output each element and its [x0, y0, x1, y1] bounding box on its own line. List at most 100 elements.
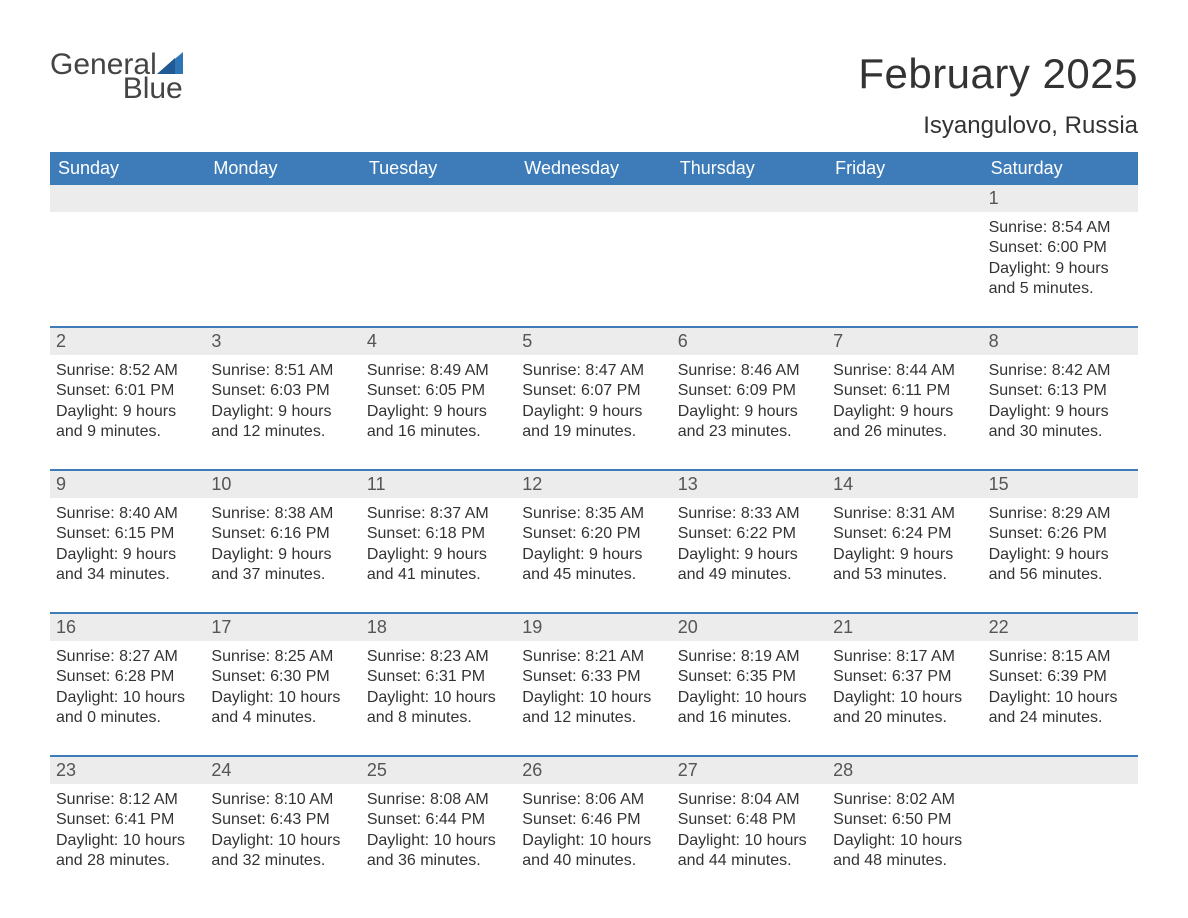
sunrise-line: Sunrise: 8:37 AM: [367, 504, 510, 524]
sunrise-line: Sunrise: 8:06 AM: [522, 790, 665, 810]
day-cell: Sunrise: 8:49 AMSunset: 6:05 PMDaylight:…: [361, 355, 516, 451]
day-number: 12: [516, 471, 671, 498]
sunset-line: Sunset: 6:48 PM: [678, 810, 821, 830]
weekday-cell: Friday: [827, 152, 982, 185]
day-cell: [516, 212, 671, 308]
day-number: [361, 185, 516, 212]
sunset-line: Sunset: 6:13 PM: [989, 381, 1132, 401]
daylight-line: Daylight: 9 hours and 56 minutes.: [989, 545, 1132, 586]
daylight-line: Daylight: 10 hours and 28 minutes.: [56, 831, 199, 872]
sunrise-line: Sunrise: 8:27 AM: [56, 647, 199, 667]
day-cell: Sunrise: 8:08 AMSunset: 6:44 PMDaylight:…: [361, 784, 516, 880]
day-number: 5: [516, 328, 671, 355]
day-number: [516, 185, 671, 212]
daylight-line: Daylight: 10 hours and 16 minutes.: [678, 688, 821, 729]
daylight-line: Daylight: 10 hours and 32 minutes.: [211, 831, 354, 872]
day-number: 13: [672, 471, 827, 498]
weekday-cell: Saturday: [983, 152, 1138, 185]
sunset-line: Sunset: 6:33 PM: [522, 667, 665, 687]
day-cell: [205, 212, 360, 308]
day-number: 28: [827, 757, 982, 784]
day-number: 27: [672, 757, 827, 784]
sunrise-line: Sunrise: 8:21 AM: [522, 647, 665, 667]
day-number: 6: [672, 328, 827, 355]
day-cell: Sunrise: 8:44 AMSunset: 6:11 PMDaylight:…: [827, 355, 982, 451]
day-cell: [827, 212, 982, 308]
day-cell: [50, 212, 205, 308]
sunset-line: Sunset: 6:35 PM: [678, 667, 821, 687]
daylight-line: Daylight: 9 hours and 12 minutes.: [211, 402, 354, 443]
daylight-line: Daylight: 9 hours and 9 minutes.: [56, 402, 199, 443]
day-number: 1: [983, 185, 1138, 212]
day-number: 8: [983, 328, 1138, 355]
day-cell: Sunrise: 8:51 AMSunset: 6:03 PMDaylight:…: [205, 355, 360, 451]
daylight-line: Daylight: 10 hours and 0 minutes.: [56, 688, 199, 729]
sunrise-line: Sunrise: 8:23 AM: [367, 647, 510, 667]
day-number: 9: [50, 471, 205, 498]
day-cell: Sunrise: 8:40 AMSunset: 6:15 PMDaylight:…: [50, 498, 205, 594]
title-block: February 2025 Isyangulovo, Russia: [858, 50, 1138, 140]
day-cell: Sunrise: 8:52 AMSunset: 6:01 PMDaylight:…: [50, 355, 205, 451]
sunrise-line: Sunrise: 8:19 AM: [678, 647, 821, 667]
daynum-band: 1: [50, 185, 1138, 212]
calendar-week: 1Sunrise: 8:54 AMSunset: 6:00 PMDaylight…: [50, 185, 1138, 308]
day-number: 17: [205, 614, 360, 641]
sunrise-line: Sunrise: 8:44 AM: [833, 361, 976, 381]
calendar: SundayMondayTuesdayWednesdayThursdayFrid…: [50, 152, 1138, 880]
sunset-line: Sunset: 6:18 PM: [367, 524, 510, 544]
sunrise-line: Sunrise: 8:17 AM: [833, 647, 976, 667]
daylight-line: Daylight: 9 hours and 45 minutes.: [522, 545, 665, 586]
daylight-line: Daylight: 10 hours and 20 minutes.: [833, 688, 976, 729]
location-label: Isyangulovo, Russia: [858, 112, 1138, 140]
sunset-line: Sunset: 6:31 PM: [367, 667, 510, 687]
weeks-container: 1Sunrise: 8:54 AMSunset: 6:00 PMDaylight…: [50, 185, 1138, 880]
daynum-band: 9101112131415: [50, 471, 1138, 498]
daylight-line: Daylight: 9 hours and 5 minutes.: [989, 259, 1132, 300]
daylight-line: Daylight: 9 hours and 23 minutes.: [678, 402, 821, 443]
sunrise-line: Sunrise: 8:49 AM: [367, 361, 510, 381]
day-cell: Sunrise: 8:46 AMSunset: 6:09 PMDaylight:…: [672, 355, 827, 451]
sunrise-line: Sunrise: 8:31 AM: [833, 504, 976, 524]
sunset-line: Sunset: 6:44 PM: [367, 810, 510, 830]
day-cell: Sunrise: 8:38 AMSunset: 6:16 PMDaylight:…: [205, 498, 360, 594]
day-cell: Sunrise: 8:54 AMSunset: 6:00 PMDaylight:…: [983, 212, 1138, 308]
day-cell: [672, 212, 827, 308]
sunrise-line: Sunrise: 8:46 AM: [678, 361, 821, 381]
calendar-week: 16171819202122Sunrise: 8:27 AMSunset: 6:…: [50, 612, 1138, 737]
sunrise-line: Sunrise: 8:29 AM: [989, 504, 1132, 524]
day-cell: Sunrise: 8:25 AMSunset: 6:30 PMDaylight:…: [205, 641, 360, 737]
month-title: February 2025: [858, 50, 1138, 98]
day-number: 3: [205, 328, 360, 355]
sunset-line: Sunset: 6:05 PM: [367, 381, 510, 401]
daynum-band: 232425262728: [50, 757, 1138, 784]
sunset-line: Sunset: 6:00 PM: [989, 238, 1132, 258]
daylight-line: Daylight: 10 hours and 4 minutes.: [211, 688, 354, 729]
day-cell: Sunrise: 8:12 AMSunset: 6:41 PMDaylight:…: [50, 784, 205, 880]
sunrise-line: Sunrise: 8:42 AM: [989, 361, 1132, 381]
day-number: 4: [361, 328, 516, 355]
daylight-line: Daylight: 10 hours and 24 minutes.: [989, 688, 1132, 729]
day-number: 24: [205, 757, 360, 784]
day-number: 2: [50, 328, 205, 355]
day-cell: Sunrise: 8:29 AMSunset: 6:26 PMDaylight:…: [983, 498, 1138, 594]
sunset-line: Sunset: 6:07 PM: [522, 381, 665, 401]
day-cell: Sunrise: 8:37 AMSunset: 6:18 PMDaylight:…: [361, 498, 516, 594]
calendar-week: 2345678Sunrise: 8:52 AMSunset: 6:01 PMDa…: [50, 326, 1138, 451]
weekday-cell: Wednesday: [516, 152, 671, 185]
daylight-line: Daylight: 10 hours and 44 minutes.: [678, 831, 821, 872]
weekday-cell: Thursday: [672, 152, 827, 185]
day-number: [205, 185, 360, 212]
sunrise-line: Sunrise: 8:08 AM: [367, 790, 510, 810]
sunset-line: Sunset: 6:15 PM: [56, 524, 199, 544]
day-number: 16: [50, 614, 205, 641]
day-cell: Sunrise: 8:17 AMSunset: 6:37 PMDaylight:…: [827, 641, 982, 737]
day-number: 25: [361, 757, 516, 784]
sunset-line: Sunset: 6:01 PM: [56, 381, 199, 401]
sunset-line: Sunset: 6:43 PM: [211, 810, 354, 830]
brand-text: General Blue: [50, 50, 183, 104]
day-cell: Sunrise: 8:06 AMSunset: 6:46 PMDaylight:…: [516, 784, 671, 880]
day-cell: Sunrise: 8:47 AMSunset: 6:07 PMDaylight:…: [516, 355, 671, 451]
day-cell: Sunrise: 8:42 AMSunset: 6:13 PMDaylight:…: [983, 355, 1138, 451]
sunset-line: Sunset: 6:46 PM: [522, 810, 665, 830]
day-cell: Sunrise: 8:33 AMSunset: 6:22 PMDaylight:…: [672, 498, 827, 594]
